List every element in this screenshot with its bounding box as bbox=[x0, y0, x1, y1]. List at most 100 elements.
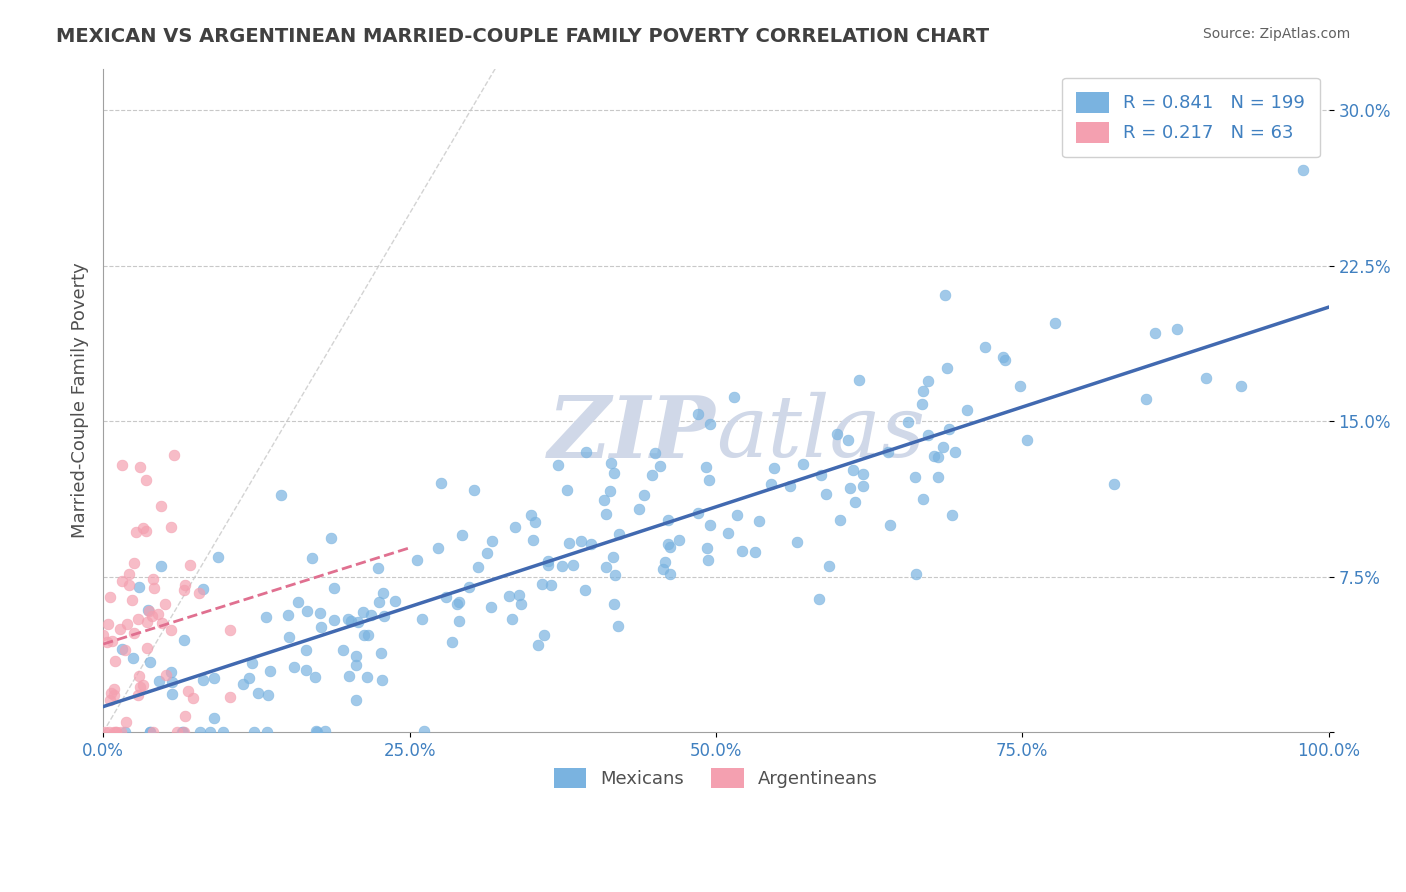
Point bbox=[91, 627, 114, 641]
Point bbox=[240, 656, 263, 670]
Point bbox=[446, 597, 468, 611]
Point bbox=[188, 725, 211, 739]
Point bbox=[135, 615, 157, 630]
Point bbox=[658, 566, 681, 581]
Point bbox=[128, 580, 150, 594]
Point bbox=[657, 513, 679, 527]
Point bbox=[447, 595, 470, 609]
Point bbox=[104, 654, 127, 668]
Point bbox=[138, 604, 160, 618]
Point bbox=[344, 693, 367, 707]
Point bbox=[128, 460, 150, 475]
Point bbox=[384, 593, 406, 607]
Point bbox=[121, 651, 143, 665]
Point bbox=[956, 402, 979, 417]
Point bbox=[602, 549, 624, 564]
Point bbox=[479, 599, 502, 614]
Point bbox=[353, 628, 375, 642]
Point bbox=[651, 561, 673, 575]
Point bbox=[100, 685, 122, 699]
Point bbox=[322, 613, 344, 627]
Point bbox=[725, 508, 748, 523]
Point bbox=[122, 556, 145, 570]
Point bbox=[146, 607, 169, 621]
Point bbox=[830, 513, 852, 527]
Point bbox=[96, 634, 118, 648]
Point bbox=[232, 677, 254, 691]
Point bbox=[463, 483, 485, 497]
Point bbox=[1291, 163, 1313, 178]
Point bbox=[110, 458, 132, 472]
Point bbox=[697, 473, 720, 487]
Point bbox=[592, 493, 614, 508]
Point bbox=[695, 460, 717, 475]
Point bbox=[305, 723, 328, 738]
Point bbox=[173, 708, 195, 723]
Point bbox=[477, 545, 499, 559]
Point bbox=[943, 444, 966, 458]
Point bbox=[839, 481, 862, 495]
Point bbox=[188, 586, 211, 600]
Y-axis label: Married-Couple Family Poverty: Married-Couple Family Poverty bbox=[72, 262, 89, 538]
Point bbox=[936, 360, 959, 375]
Point bbox=[124, 525, 146, 540]
Point bbox=[941, 508, 963, 522]
Point bbox=[256, 725, 278, 739]
Point bbox=[98, 692, 121, 706]
Point bbox=[373, 608, 395, 623]
Point bbox=[202, 672, 225, 686]
Point bbox=[278, 630, 301, 644]
Point bbox=[135, 474, 157, 488]
Point bbox=[595, 560, 617, 574]
Point bbox=[314, 723, 336, 738]
Point bbox=[238, 671, 260, 685]
Point bbox=[160, 665, 183, 680]
Point bbox=[103, 725, 125, 739]
Point bbox=[904, 567, 927, 582]
Point bbox=[696, 541, 718, 555]
Point bbox=[110, 725, 132, 739]
Point bbox=[547, 458, 569, 472]
Point bbox=[974, 340, 997, 354]
Point bbox=[212, 725, 235, 739]
Point bbox=[1102, 476, 1125, 491]
Point bbox=[148, 673, 170, 688]
Point bbox=[207, 549, 229, 564]
Point bbox=[537, 558, 560, 573]
Point bbox=[648, 458, 671, 473]
Point bbox=[321, 531, 343, 545]
Point bbox=[181, 690, 204, 705]
Point bbox=[599, 484, 621, 499]
Point bbox=[360, 607, 382, 622]
Point bbox=[136, 603, 159, 617]
Point bbox=[111, 641, 134, 656]
Point bbox=[1017, 433, 1039, 447]
Point bbox=[111, 574, 134, 588]
Point bbox=[139, 655, 162, 669]
Point bbox=[574, 582, 596, 597]
Point bbox=[717, 525, 740, 540]
Point bbox=[301, 551, 323, 566]
Point bbox=[356, 670, 378, 684]
Point bbox=[173, 583, 195, 598]
Point bbox=[523, 515, 546, 529]
Point bbox=[162, 687, 184, 701]
Point bbox=[135, 524, 157, 539]
Point bbox=[309, 607, 332, 621]
Point bbox=[503, 520, 526, 534]
Point bbox=[259, 664, 281, 678]
Point bbox=[627, 502, 650, 516]
Point bbox=[172, 725, 194, 739]
Point bbox=[159, 520, 181, 534]
Point bbox=[304, 670, 326, 684]
Point bbox=[654, 555, 676, 569]
Point bbox=[136, 640, 159, 655]
Point bbox=[786, 535, 808, 549]
Text: atlas: atlas bbox=[716, 392, 925, 475]
Point bbox=[103, 682, 125, 697]
Point bbox=[114, 642, 136, 657]
Point bbox=[104, 725, 127, 739]
Point bbox=[699, 518, 721, 533]
Point bbox=[744, 545, 766, 559]
Point bbox=[641, 468, 664, 483]
